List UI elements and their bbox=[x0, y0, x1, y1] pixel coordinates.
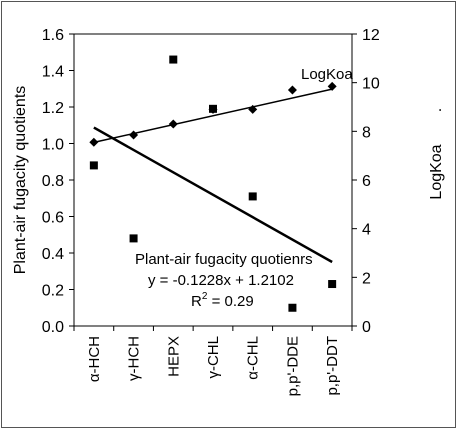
logkoa-point bbox=[168, 119, 178, 129]
x-tick-label: γ-HCH bbox=[126, 336, 143, 381]
fugacity-point bbox=[288, 303, 297, 312]
right-tick-label: 4 bbox=[362, 222, 371, 239]
left-axis: 0.0 0.2 0.4 0.6 0.8 1.0 1.2 1.4 1.6 bbox=[42, 27, 74, 336]
logkoa-point bbox=[208, 104, 218, 114]
logkoa-point bbox=[129, 130, 139, 140]
left-tick-label: 1.2 bbox=[42, 100, 64, 117]
data-marks bbox=[89, 55, 337, 312]
left-tick-label: 0.0 bbox=[42, 319, 64, 336]
fugacity-point bbox=[248, 192, 257, 201]
fugacity-point bbox=[129, 234, 138, 243]
right-tick-label: 10 bbox=[362, 76, 380, 93]
r2-value: = 0.29 bbox=[207, 293, 253, 310]
x-tick-label: HEPX bbox=[165, 336, 182, 377]
fugacity-point bbox=[169, 55, 178, 64]
logkoa-trendline bbox=[93, 88, 333, 144]
x-tick-label: α-HCH bbox=[86, 336, 103, 382]
left-axis-label: Plant-air fugacity quotients bbox=[12, 86, 29, 275]
fugacity-point bbox=[89, 161, 98, 170]
fit-title-annotation: Plant-air fugacity quotienrs bbox=[135, 251, 313, 268]
x-tick-label: p,p'-DDE bbox=[284, 336, 301, 396]
logkoa-point bbox=[327, 81, 337, 91]
fugacity-trendline bbox=[93, 126, 333, 264]
logkoa-annotation: LogKoa bbox=[301, 66, 353, 83]
right-tick-label: 2 bbox=[362, 270, 371, 287]
right-tick-label: 8 bbox=[362, 124, 371, 141]
right-tick-label: 0 bbox=[362, 319, 371, 336]
x-tick-label: p,p'-DDT bbox=[324, 336, 341, 396]
right-tick-label: 6 bbox=[362, 173, 371, 190]
left-tick-label: 0.6 bbox=[42, 210, 64, 227]
left-tick-label: 1.6 bbox=[42, 27, 64, 44]
left-tick-label: 1.4 bbox=[42, 64, 64, 81]
right-axis: 0 2 4 6 8 10 12 bbox=[352, 27, 380, 336]
logkoa-point bbox=[248, 104, 258, 114]
x-axis: α-HCH γ-HCH HEPX γ-CHL α-CHL p,p'-DDE p,p'-DDT bbox=[73, 326, 353, 396]
fit-r2-annotation: R2 = 0.29 bbox=[191, 291, 254, 310]
left-tick-label: 0.8 bbox=[42, 173, 64, 190]
r2-exp: 2 bbox=[202, 291, 208, 302]
r2-r: R bbox=[191, 293, 202, 310]
right-axis-label-mark: . bbox=[428, 108, 445, 112]
right-axis-label: LogKoa bbox=[428, 144, 445, 199]
x-tick-label: α-CHL bbox=[245, 336, 262, 380]
fit-equation-annotation: y = -0.1228x + 1.2102 bbox=[148, 272, 294, 289]
logkoa-point bbox=[89, 137, 99, 147]
right-tick-label: 12 bbox=[362, 27, 380, 44]
left-tick-label: 0.4 bbox=[42, 246, 64, 263]
fugacity-point bbox=[328, 280, 337, 289]
left-tick-label: 0.2 bbox=[42, 283, 64, 300]
x-tick-label: γ-CHL bbox=[205, 336, 222, 379]
left-tick-label: 1.0 bbox=[42, 137, 64, 154]
logkoa-point bbox=[287, 85, 297, 95]
